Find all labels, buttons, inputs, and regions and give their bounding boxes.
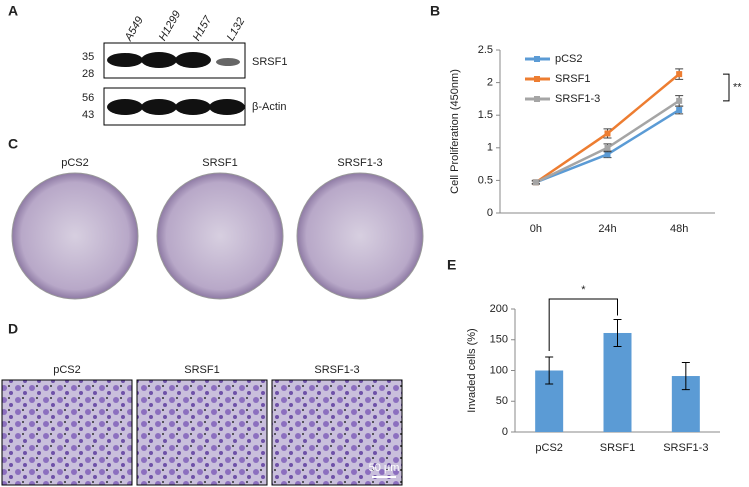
band [175,52,211,68]
legend-swatch [534,96,540,102]
scale-label: 50 μm [369,462,400,474]
band [141,52,177,68]
error-bar [613,318,622,348]
micrograph [271,379,403,486]
point [604,130,611,137]
legend-label: pCS2 [555,53,583,65]
y-tick-label: 100 [490,364,508,376]
blot-label: SRSF1 [252,56,287,68]
marker: 43 [82,109,94,121]
legend-swatch [534,76,540,82]
y-axis-label: Invaded cells (%) [466,328,478,412]
bar [603,332,632,432]
annotation: * [581,284,586,296]
band [216,58,240,66]
panel-label: E [447,257,456,273]
error-bar [545,356,554,385]
point [676,71,683,78]
band [107,53,143,67]
y-tick-label: 0.5 [478,174,493,186]
x-tick-label: 0h [530,223,542,235]
x-tick-label: SRSF1 [600,442,635,454]
bracket [548,298,618,351]
dish-label: pCS2 [61,157,89,169]
image-label: SRSF1-3 [314,364,359,376]
lane-label: L132 [225,16,248,43]
error-bar [681,362,690,391]
lane-label: H1299 [157,9,184,43]
line [535,73,680,184]
panel-label: B [430,3,440,19]
x-tick-label: 48h [670,223,688,235]
y-tick-label: 200 [490,303,508,315]
band [141,99,177,115]
point [676,106,683,113]
image-label: SRSF1 [184,364,219,376]
x-tick-label: SRSF1-3 [663,442,708,454]
dish-label: SRSF1-3 [337,157,382,169]
y-axis-label: Cell Proliferation (450nm) [449,69,461,194]
y-tick-label: 2 [487,77,493,89]
marker: 35 [82,51,94,63]
legend-swatch [534,56,540,62]
x-tick-label: pCS2 [535,442,563,454]
bracket [723,73,730,102]
band [209,99,245,115]
micrograph [136,379,268,486]
y-tick-label: 1 [487,142,493,154]
legend-label: SRSF1-3 [555,93,600,105]
dish [11,172,139,300]
marker: 28 [82,68,94,80]
y-tick-label: 2.5 [478,44,493,56]
line [535,99,680,184]
lane-label: A549 [122,15,146,44]
point [532,179,539,186]
panel-label: A [8,3,18,19]
blot-label: β-Actin [252,101,286,113]
x-tick-label: 24h [598,223,616,235]
micrograph [1,379,133,486]
point [676,97,683,104]
band [175,99,211,115]
dish [296,172,424,300]
y-tick-label: 0 [502,426,508,438]
legend-label: SRSF1 [555,73,590,85]
y-tick-label: 150 [490,334,508,346]
panel-label: D [8,321,18,337]
y-tick-label: 0 [487,207,493,219]
annotation: ** [733,81,742,93]
y-tick-label: 50 [496,395,508,407]
dish [156,172,284,300]
point [604,144,611,151]
panel-label: C [8,136,18,152]
image-label: pCS2 [53,364,81,376]
y-tick-label: 1.5 [478,109,493,121]
dish-label: SRSF1 [202,157,237,169]
band [107,99,143,115]
point [604,151,611,158]
lane-label: H157 [191,13,215,43]
marker: 56 [82,92,94,104]
